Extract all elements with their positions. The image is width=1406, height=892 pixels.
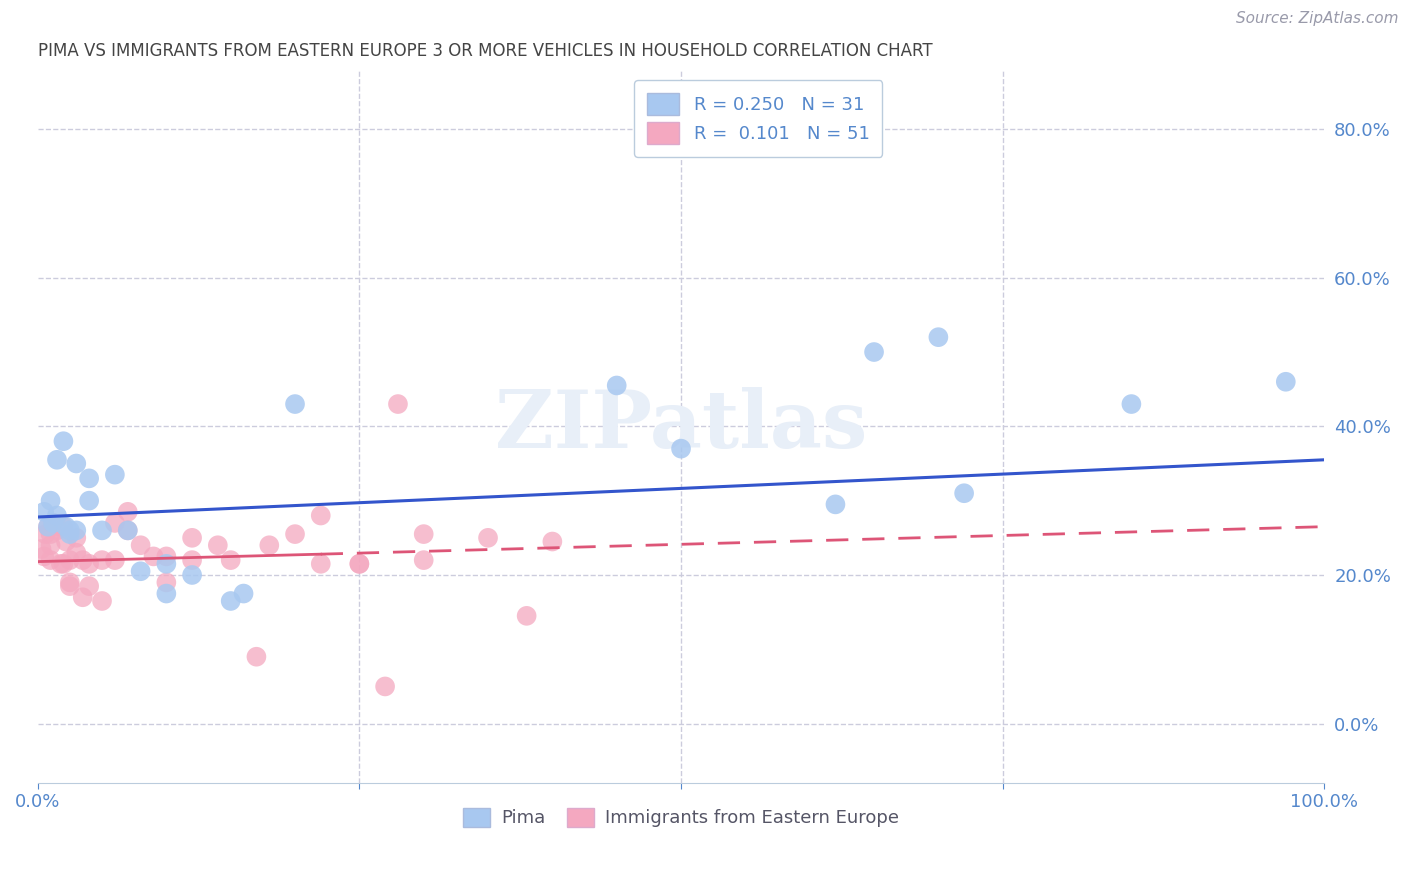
- Point: [77, 557, 100, 571]
- Point: [39, 538, 62, 552]
- Point: [31, 541, 53, 556]
- Point: [284, 397, 307, 411]
- Point: [59, 524, 82, 538]
- Point: [91, 594, 114, 608]
- Point: [155, 586, 177, 600]
- Point: [91, 553, 114, 567]
- Point: [219, 594, 242, 608]
- Point: [349, 557, 371, 571]
- Point: [1275, 375, 1298, 389]
- Point: [155, 557, 177, 571]
- Point: [232, 586, 254, 600]
- Point: [55, 519, 77, 533]
- Point: [259, 538, 281, 552]
- Point: [516, 608, 538, 623]
- Point: [32, 549, 55, 564]
- Point: [72, 591, 94, 605]
- Point: [34, 527, 56, 541]
- Point: [824, 497, 846, 511]
- Point: [927, 330, 949, 344]
- Point: [181, 553, 204, 567]
- Point: [155, 549, 177, 564]
- Point: [39, 527, 62, 541]
- Point: [42, 516, 65, 530]
- Point: [1121, 397, 1143, 411]
- Point: [129, 564, 152, 578]
- Point: [142, 549, 165, 564]
- Point: [46, 508, 69, 523]
- Text: Source: ZipAtlas.com: Source: ZipAtlas.com: [1236, 11, 1399, 26]
- Point: [59, 579, 82, 593]
- Point: [52, 519, 75, 533]
- Point: [155, 575, 177, 590]
- Point: [117, 524, 139, 538]
- Point: [117, 524, 139, 538]
- Point: [669, 442, 692, 456]
- Point: [39, 553, 62, 567]
- Point: [181, 568, 204, 582]
- Legend: Pima, Immigrants from Eastern Europe: Pima, Immigrants from Eastern Europe: [456, 801, 905, 835]
- Point: [129, 538, 152, 552]
- Point: [77, 493, 100, 508]
- Point: [219, 553, 242, 567]
- Point: [91, 524, 114, 538]
- Point: [387, 397, 409, 411]
- Point: [37, 519, 59, 533]
- Point: [77, 471, 100, 485]
- Point: [541, 534, 564, 549]
- Point: [117, 505, 139, 519]
- Point: [953, 486, 976, 500]
- Point: [55, 534, 77, 549]
- Point: [59, 553, 82, 567]
- Point: [104, 516, 127, 530]
- Point: [284, 527, 307, 541]
- Point: [46, 519, 69, 533]
- Point: [349, 557, 371, 571]
- Point: [52, 434, 75, 449]
- Point: [52, 557, 75, 571]
- Point: [863, 345, 886, 359]
- Point: [77, 579, 100, 593]
- Point: [606, 378, 628, 392]
- Point: [59, 527, 82, 541]
- Text: ZIPatlas: ZIPatlas: [495, 387, 868, 466]
- Point: [245, 649, 267, 664]
- Point: [65, 457, 87, 471]
- Point: [72, 553, 94, 567]
- Point: [309, 508, 332, 523]
- Point: [65, 546, 87, 560]
- Point: [309, 557, 332, 571]
- Point: [104, 467, 127, 482]
- Point: [49, 557, 72, 571]
- Point: [37, 519, 59, 533]
- Point: [39, 493, 62, 508]
- Point: [104, 553, 127, 567]
- Point: [207, 538, 229, 552]
- Point: [374, 680, 396, 694]
- Point: [42, 516, 65, 530]
- Point: [412, 527, 434, 541]
- Point: [181, 531, 204, 545]
- Point: [46, 452, 69, 467]
- Point: [412, 553, 434, 567]
- Point: [477, 531, 499, 545]
- Point: [32, 505, 55, 519]
- Point: [65, 531, 87, 545]
- Point: [46, 524, 69, 538]
- Point: [59, 575, 82, 590]
- Point: [65, 524, 87, 538]
- Text: PIMA VS IMMIGRANTS FROM EASTERN EUROPE 3 OR MORE VEHICLES IN HOUSEHOLD CORRELATI: PIMA VS IMMIGRANTS FROM EASTERN EUROPE 3…: [38, 42, 932, 60]
